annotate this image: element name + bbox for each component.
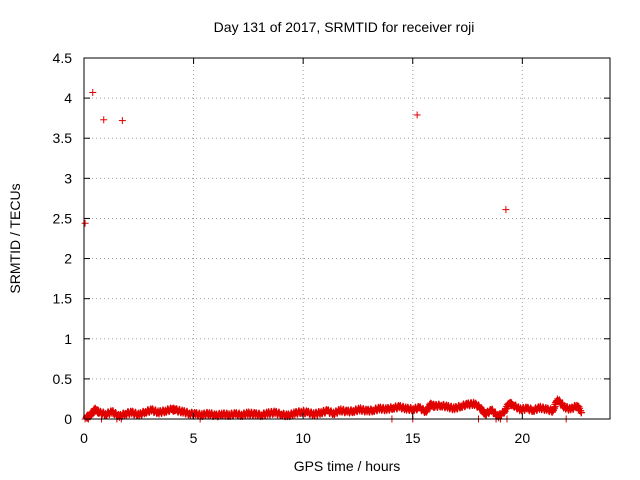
x-tick-label: 0	[80, 430, 88, 446]
x-tick-label: 20	[515, 430, 531, 446]
grid	[84, 58, 610, 419]
data-point	[89, 88, 97, 96]
x-tick-label: 15	[405, 430, 421, 446]
x-axis-label: GPS time / hours	[294, 458, 401, 474]
x-tick-label: 10	[295, 430, 311, 446]
data-points	[81, 88, 586, 423]
plot-frame	[83, 57, 611, 420]
data-point	[81, 219, 89, 227]
x-tick-label: 5	[190, 430, 198, 446]
data-point	[502, 206, 510, 214]
y-tick-label: 2.5	[53, 210, 73, 226]
axis-ticks: 0 5 10 15 20 0 0.5 1 1.5 2 2.5 3 3.5 4 4.5	[53, 50, 610, 446]
y-tick-label: 1	[64, 331, 72, 347]
chart-title: Day 131 of 2017, SRMTID for receiver roj…	[214, 19, 475, 35]
data-point	[413, 111, 421, 119]
y-tick-label: 4.5	[53, 50, 73, 66]
y-tick-label: 4	[64, 90, 72, 106]
y-tick-label: 0.5	[53, 371, 73, 387]
data-point	[100, 116, 108, 124]
data-point	[118, 117, 126, 125]
y-tick-label: 1.5	[53, 291, 73, 307]
data-point	[500, 408, 508, 416]
y-axis-label: SRMTID / TECUs	[7, 183, 23, 293]
y-tick-label: 3.5	[53, 130, 73, 146]
y-tick-label: 2	[64, 251, 72, 267]
y-tick-label: 3	[64, 170, 72, 186]
data-point	[577, 409, 585, 417]
y-tick-label: 0	[64, 411, 72, 427]
